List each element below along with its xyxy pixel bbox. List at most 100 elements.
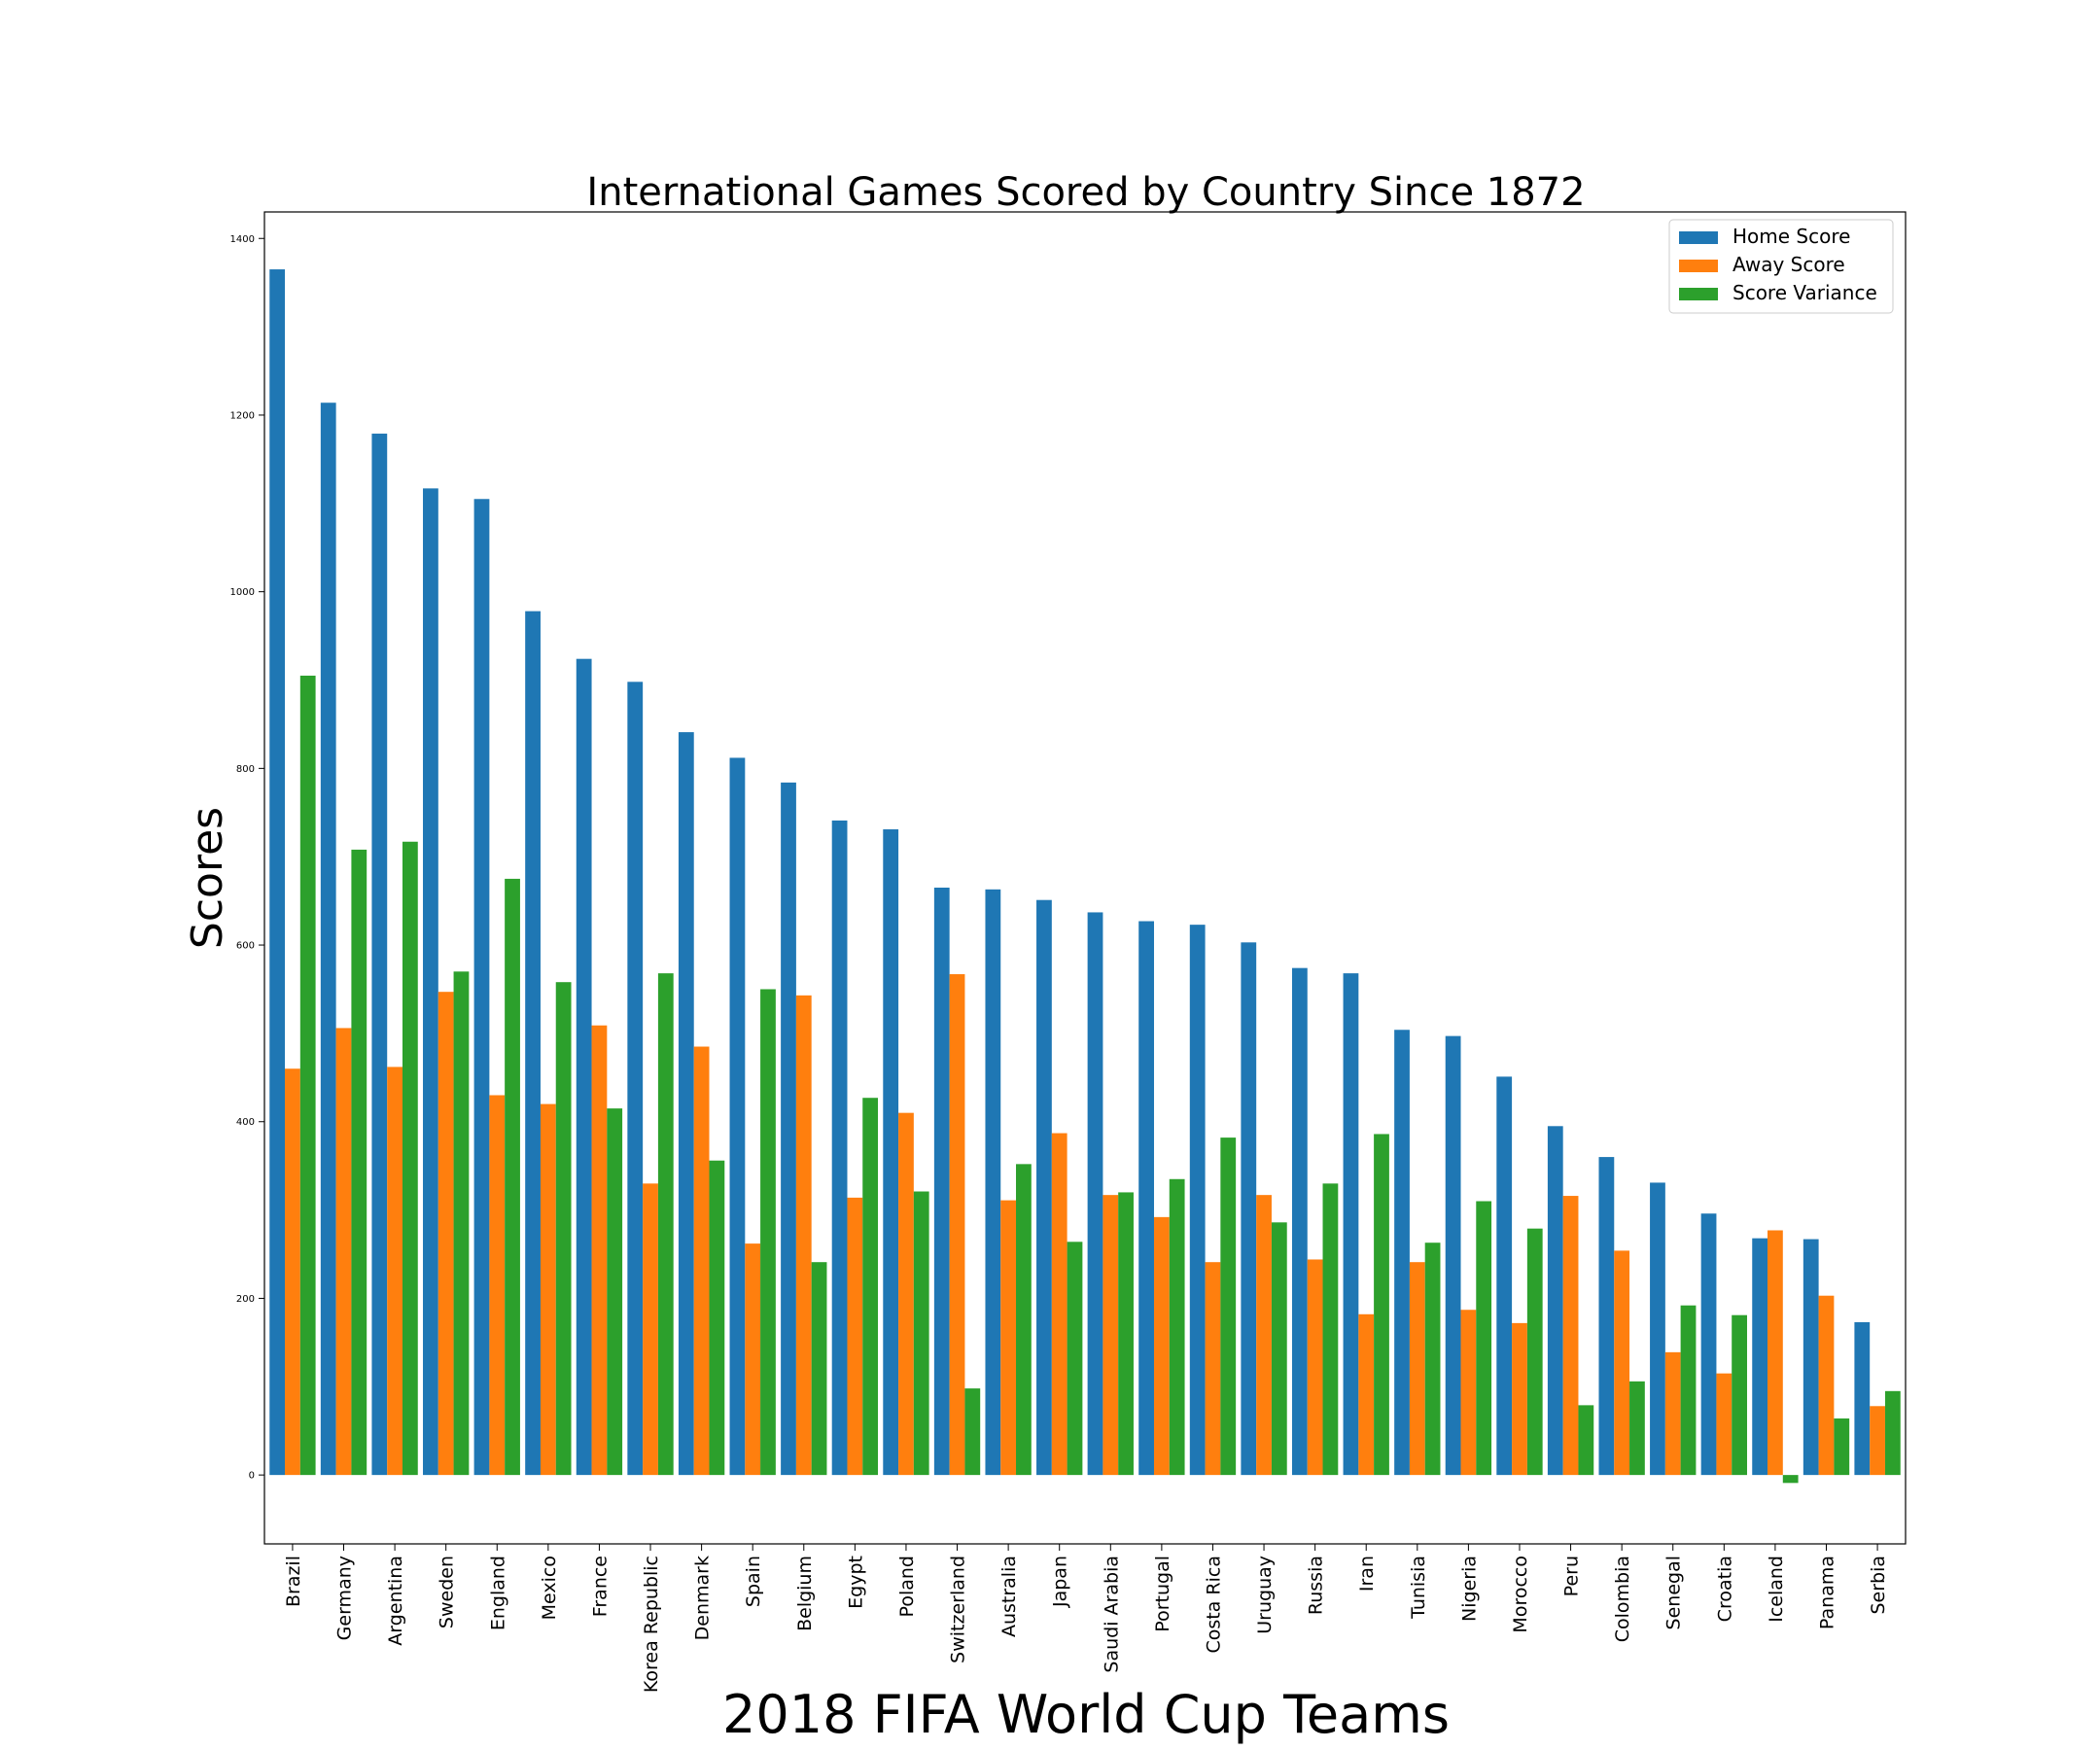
bar-away-score-uruguay — [1256, 1195, 1272, 1476]
bar-away-score-mexico — [540, 1103, 556, 1476]
bar-away-score-portugal — [1153, 1216, 1170, 1476]
bar-score-variance-colombia — [1629, 1381, 1645, 1476]
bar-score-variance-senegal — [1680, 1305, 1697, 1476]
bar-home-score-spain — [729, 757, 746, 1476]
bar-home-score-japan — [1036, 899, 1052, 1476]
bar-away-score-russia — [1307, 1259, 1323, 1476]
x-tick-label-spain: Spain — [743, 1556, 764, 1607]
bar-home-score-england — [473, 499, 490, 1476]
x-tick-label-costa-rica: Costa Rica — [1203, 1556, 1224, 1654]
x-tick-label-uruguay: Uruguay — [1254, 1556, 1276, 1634]
bar-away-score-tunisia — [1409, 1262, 1425, 1476]
bar-home-score-senegal — [1650, 1182, 1665, 1476]
bar-score-variance-spain — [760, 989, 776, 1476]
bar-away-score-costa-rica — [1205, 1262, 1221, 1476]
bar-home-score-iran — [1343, 973, 1359, 1476]
x-tick-label-peru: Peru — [1561, 1556, 1583, 1596]
bar-home-score-tunisia — [1394, 1030, 1410, 1476]
bar-away-score-iceland — [1768, 1230, 1783, 1476]
bar-score-variance-switzerland — [964, 1388, 981, 1476]
x-axis-label: 2018 FIFA World Cup Teams — [722, 1684, 1450, 1745]
bar-home-score-belgium — [781, 782, 796, 1476]
bar-away-score-colombia — [1614, 1250, 1630, 1476]
bar-score-variance-france — [607, 1108, 623, 1476]
x-tick-label-russia: Russia — [1306, 1556, 1327, 1615]
y-axis-label: Scores — [183, 807, 232, 949]
x-axis: Brazil Germany Argentina Sweden England Mexic… — [283, 1544, 1889, 1693]
x-tick-label-brazil: Brazil — [283, 1556, 304, 1607]
bar-away-score-france — [591, 1025, 608, 1476]
bar-score-variance-serbia — [1884, 1390, 1901, 1476]
x-tick-label-denmark: Denmark — [692, 1556, 714, 1640]
bar-score-variance-sweden — [453, 971, 470, 1476]
x-tick-label-croatia: Croatia — [1714, 1556, 1735, 1622]
bars-group — [269, 269, 1901, 1484]
y-tick-label: 400 — [236, 1117, 255, 1128]
bar-home-score-sweden — [423, 488, 438, 1476]
bar-score-variance-tunisia — [1424, 1242, 1441, 1476]
bar-home-score-russia — [1291, 967, 1308, 1476]
x-tick-label-iran: Iran — [1356, 1556, 1378, 1592]
legend-box — [1668, 219, 1894, 314]
bar-home-score-panama — [1802, 1239, 1819, 1476]
bar-home-score-croatia — [1700, 1213, 1717, 1476]
bar-away-score-morocco — [1512, 1322, 1527, 1476]
bar-home-score-korea-republic — [627, 682, 644, 1476]
x-tick-label-egypt: Egypt — [845, 1556, 866, 1609]
bar-home-score-nigeria — [1445, 1035, 1461, 1476]
legend-swatch-home-score — [1679, 231, 1718, 244]
bar-home-score-egypt — [831, 820, 848, 1476]
bar-away-score-denmark — [693, 1046, 710, 1476]
bar-away-score-senegal — [1664, 1351, 1681, 1476]
bar-away-score-egypt — [847, 1197, 863, 1476]
bar-score-variance-argentina — [402, 841, 418, 1476]
y-tick-label: 1400 — [230, 234, 255, 245]
x-tick-label-switzerland: Switzerland — [948, 1556, 969, 1663]
legend-swatch-score-variance — [1679, 288, 1718, 300]
bar-score-variance-korea-republic — [657, 973, 674, 1476]
legend-label-home-score: Home Score — [1732, 225, 1850, 248]
bar-away-score-panama — [1818, 1295, 1835, 1476]
x-tick-label-tunisia: Tunisia — [1408, 1556, 1429, 1620]
y-tick-label: 0 — [249, 1471, 255, 1482]
bar-home-score-morocco — [1496, 1076, 1513, 1476]
x-tick-label-senegal: Senegal — [1663, 1556, 1685, 1629]
x-tick-label-serbia: Serbia — [1868, 1556, 1889, 1615]
bar-score-variance-denmark — [709, 1160, 725, 1476]
x-tick-label-saudi-arabia: Saudi Arabia — [1101, 1556, 1122, 1673]
bar-home-score-switzerland — [933, 887, 950, 1476]
chart-title: International Games Scored by Country Si… — [586, 170, 1585, 215]
bar-score-variance-australia — [1016, 1164, 1032, 1476]
bar-score-variance-russia — [1322, 1183, 1339, 1476]
x-tick-label-poland: Poland — [896, 1556, 918, 1617]
bar-home-score-argentina — [371, 434, 388, 1476]
bar-home-score-iceland — [1752, 1238, 1768, 1476]
bar-score-variance-nigeria — [1476, 1201, 1492, 1476]
bar-home-score-denmark — [678, 732, 694, 1476]
y-tick-label: 1200 — [230, 410, 255, 421]
x-tick-label-morocco: Morocco — [1510, 1556, 1531, 1633]
bar-score-variance-croatia — [1732, 1314, 1747, 1476]
bar-home-score-uruguay — [1241, 942, 1257, 1476]
x-tick-label-iceland: Iceland — [1766, 1556, 1787, 1623]
bar-score-variance-saudi-arabia — [1118, 1192, 1134, 1476]
bar-away-score-iran — [1358, 1313, 1375, 1476]
bar-score-variance-panama — [1834, 1418, 1850, 1476]
bar-away-score-spain — [745, 1243, 761, 1476]
bar-score-variance-germany — [351, 849, 368, 1476]
y-tick-label: 1000 — [230, 587, 255, 598]
x-tick-label-sweden: Sweden — [437, 1556, 458, 1628]
bar-home-score-mexico — [525, 611, 541, 1476]
x-tick-label-korea-republic: Korea Republic — [641, 1556, 662, 1693]
bar-home-score-colombia — [1598, 1157, 1615, 1476]
bar-away-score-argentina — [387, 1067, 402, 1476]
bar-score-variance-morocco — [1526, 1228, 1543, 1476]
bar-away-score-poland — [898, 1112, 914, 1476]
bar-home-score-australia — [985, 889, 1001, 1476]
bar-home-score-saudi-arabia — [1087, 912, 1103, 1476]
bar-score-variance-costa-rica — [1220, 1138, 1237, 1476]
x-tick-label-panama: Panama — [1816, 1556, 1838, 1629]
bar-away-score-england — [489, 1095, 506, 1476]
x-tick-label-germany: Germany — [334, 1556, 356, 1640]
